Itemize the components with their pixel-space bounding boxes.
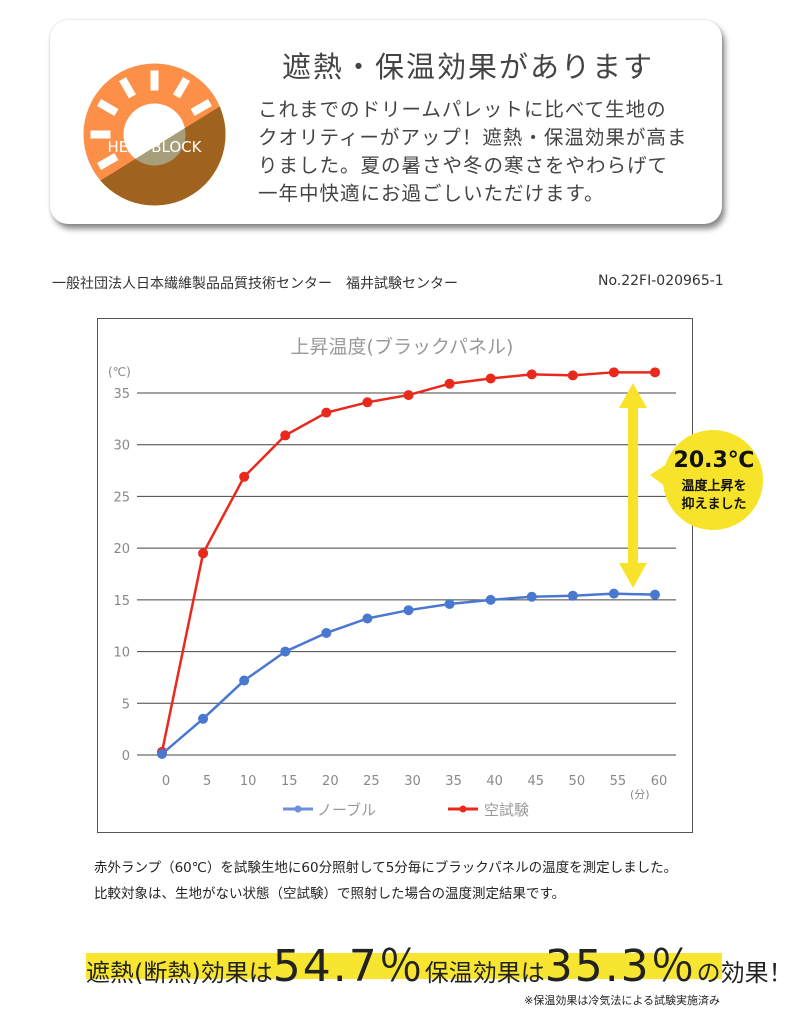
y-axis-label: (℃) bbox=[108, 365, 131, 379]
logo-text: HEAT BLOCK bbox=[107, 138, 202, 156]
data-point bbox=[608, 588, 619, 599]
data-point bbox=[362, 613, 373, 624]
y-tick-label: 20 bbox=[113, 542, 130, 557]
difference-arrow bbox=[619, 383, 647, 588]
data-point bbox=[198, 713, 209, 724]
highlight-bar bbox=[86, 953, 722, 979]
legend-blank-test: 空試験 bbox=[484, 801, 529, 819]
body-line: クオリティーがアップ！遮熱・保温効果が高ま bbox=[258, 126, 688, 149]
data-point bbox=[321, 407, 332, 418]
annotation-value: 20.3℃ bbox=[674, 448, 755, 473]
test-organization: 一般社団法人日本繊維製品品質技術センター 福井試験センター bbox=[52, 276, 458, 292]
y-tick-label: 0 bbox=[122, 749, 130, 764]
y-tick-label: 5 bbox=[122, 697, 130, 712]
body-line: 一年中快適にお過ごしいただけます。 bbox=[258, 182, 605, 205]
comparison-note: 比較対象は、生地がない状態（空試験）で照射した場合の温度測定結果です。 bbox=[94, 886, 566, 902]
series-line bbox=[161, 592, 656, 755]
heat-retention-value: 35.3％ bbox=[544, 941, 697, 992]
card-body: これまでのドリームパレットに比べて生地の クオリティーがアップ！遮熱・保温効果が… bbox=[258, 96, 698, 208]
data-point bbox=[567, 370, 578, 381]
annotation-line2: 抑えました bbox=[681, 496, 746, 512]
result-text: 保温効果は bbox=[424, 959, 545, 987]
chart-title: 上昇温度(ブラックパネル) bbox=[291, 335, 514, 358]
x-tick-label: 25 bbox=[363, 774, 380, 789]
data-point bbox=[526, 591, 537, 602]
data-point bbox=[567, 590, 578, 601]
data-point bbox=[321, 627, 332, 638]
data-point bbox=[444, 378, 455, 389]
data-point bbox=[650, 367, 660, 378]
heat-block-logo: HEAT BLOCK bbox=[83, 63, 226, 206]
x-tick-label: 45 bbox=[527, 774, 544, 789]
data-point bbox=[526, 369, 537, 380]
data-point bbox=[403, 390, 414, 401]
y-tick-label: 35 bbox=[113, 387, 130, 402]
x-tick-label: 20 bbox=[322, 774, 339, 789]
data-point bbox=[198, 548, 209, 559]
x-tick-label: 30 bbox=[404, 774, 421, 789]
footnote: ※保温効果は冷気法による試験実施済み bbox=[524, 994, 720, 1007]
legend-noble: ノーブル bbox=[317, 801, 376, 819]
result-text: の効果！ bbox=[696, 959, 790, 987]
x-tick-label: 35 bbox=[445, 774, 462, 789]
data-point bbox=[239, 675, 250, 686]
y-tick-label: 10 bbox=[113, 646, 130, 661]
annotation-line1: 温度上昇を bbox=[681, 478, 746, 494]
data-point bbox=[444, 598, 455, 609]
x-axis-label: (分) bbox=[630, 788, 650, 801]
x-tick-label: 0 bbox=[162, 774, 170, 789]
method-note: 赤外ランプ（60℃）を試験生地に60分照射して5分毎にブラックパネルの温度を測定… bbox=[94, 860, 678, 876]
data-point bbox=[403, 605, 414, 616]
data-point bbox=[280, 646, 291, 657]
x-tick-label: 10 bbox=[240, 774, 257, 789]
y-tick-label: 15 bbox=[113, 594, 130, 609]
body-line: これまでのドリームパレットに比べて生地の bbox=[258, 98, 667, 121]
data-point bbox=[485, 594, 496, 605]
report-number: No.22FI-020965-1 bbox=[598, 273, 724, 289]
card-title: 遮熱・保温効果があります bbox=[282, 50, 655, 84]
y-tick-label: 25 bbox=[113, 490, 130, 505]
heat-shield-value: 54.7％ bbox=[272, 941, 425, 992]
x-tick-label: 5 bbox=[203, 774, 211, 789]
data-point bbox=[485, 373, 496, 384]
data-point bbox=[157, 748, 167, 759]
data-point bbox=[608, 367, 619, 378]
legend: ノーブル 空試験 bbox=[283, 801, 529, 819]
result-text: 遮熱(断熱)効果は bbox=[86, 959, 273, 987]
x-tick-label: 50 bbox=[569, 774, 586, 789]
result-statement: 遮熱(断熱)効果は54.7％保温効果は35.3％の効果！ bbox=[86, 930, 790, 994]
y-tick-label: 30 bbox=[113, 439, 130, 454]
data-point bbox=[239, 471, 250, 482]
x-tick-label: 40 bbox=[486, 774, 503, 789]
chart-frame bbox=[97, 318, 693, 833]
data-point bbox=[280, 430, 291, 441]
data-point bbox=[650, 589, 660, 600]
series-line bbox=[160, 371, 655, 753]
body-line: りました。夏の暑さや冬の寒さをやわらげて bbox=[258, 154, 669, 177]
x-tick-label: 55 bbox=[610, 774, 627, 789]
data-point bbox=[362, 397, 373, 408]
x-tick-label: 60 bbox=[651, 774, 668, 789]
annotation-callout: 20.3℃ 温度上昇を 抑えました bbox=[650, 430, 763, 530]
x-tick-label: 15 bbox=[281, 774, 298, 789]
